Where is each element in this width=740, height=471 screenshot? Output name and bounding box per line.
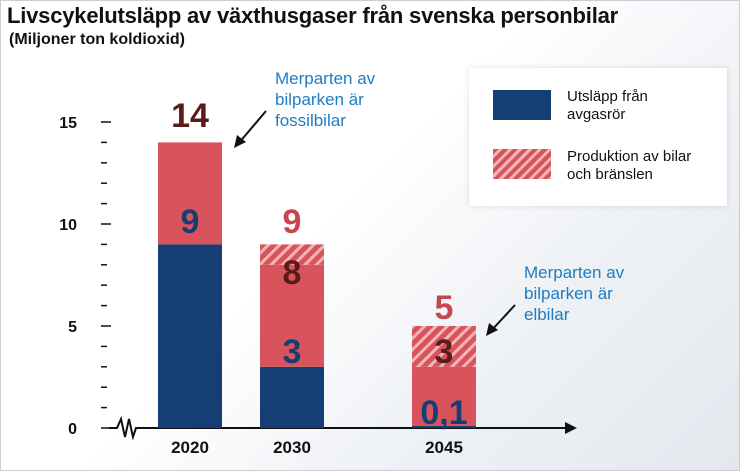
annotation-arrowhead-electric [486, 323, 498, 336]
x-tick-label: 2045 [425, 438, 463, 457]
bar-segment-exhaust [260, 366, 324, 428]
y-tick-label: 15 [59, 115, 77, 132]
bar-segment-production [260, 264, 324, 367]
y-tick-label: 10 [59, 217, 77, 234]
annotation-electric: Merparten av bilparken är elbilar [524, 263, 625, 324]
annotation-arrowhead-fossil [234, 135, 246, 148]
bar-segment-production [412, 366, 476, 426]
x-tick-label: 2030 [273, 438, 311, 457]
legend-label-exhaust: Utsläpp från avgasrör [567, 88, 648, 123]
x-axis-line [109, 415, 567, 441]
chart-title: Livscykelutsläpp av växthusgaser från sv… [7, 3, 619, 28]
annotation-fossil: Merparten av bilparken är fossilbilar [275, 69, 376, 130]
data-label-production: 3 [435, 333, 454, 371]
x-axis-arrowhead [565, 422, 577, 434]
data-label-exhaust: 0,1 [420, 394, 467, 432]
y-tick-label: 5 [68, 319, 77, 336]
data-label-exhaust: 9 [181, 203, 200, 241]
data-label-exhaust: 3 [283, 333, 302, 371]
chart-legend: Utsläpp från avgasrör Produktion av bila… [469, 68, 727, 206]
bar-segment-production [158, 142, 222, 245]
data-label-total: 5 [435, 289, 454, 327]
x-tick-label: 2020 [171, 438, 209, 457]
legend-swatch-exhaust [493, 90, 551, 120]
data-label-production: 8 [283, 254, 302, 292]
chart-subtitle: (Miljoner ton koldioxid) [9, 31, 185, 48]
data-label-total: 14 [171, 97, 209, 135]
data-label-total: 9 [283, 203, 302, 241]
bar-segment-production-hatched [412, 326, 476, 367]
bar-segment-exhaust [158, 244, 222, 428]
legend-swatch-production [493, 149, 551, 179]
bar-segment-exhaust [412, 425, 476, 428]
annotation-arrow-fossil [237, 110, 267, 145]
y-tick-label: 0 [68, 421, 77, 438]
bar-segment-production-hatched [260, 244, 324, 265]
legend-label-production: Produktion av bilar och bränslen [567, 148, 692, 183]
